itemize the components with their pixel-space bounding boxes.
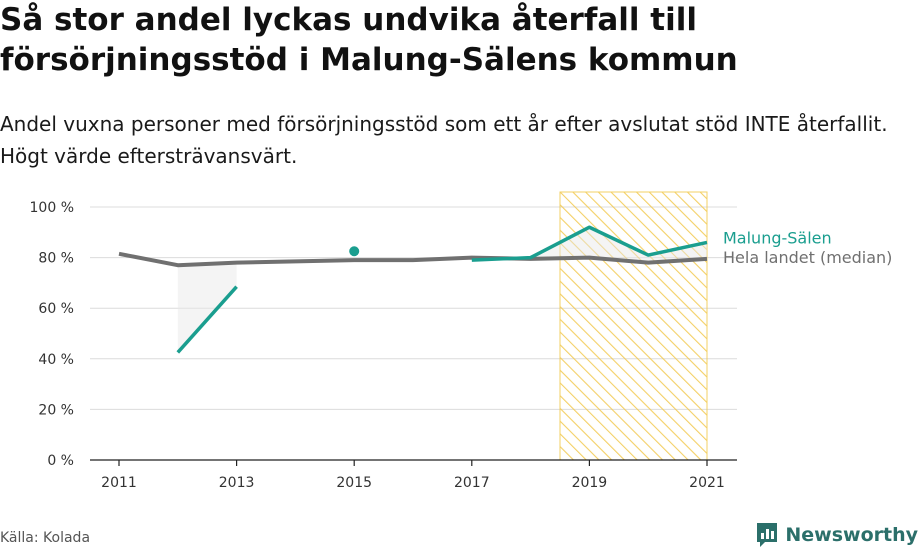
median-series-line	[118, 251, 708, 268]
series-lines	[118, 225, 708, 354]
line-chart: 0 % 20 % 40 % 60 % 80 % 100 % 2011 2013 2015 2017…	[30, 191, 892, 491]
y-tick-label: 40 %	[38, 352, 74, 368]
brand-logo: Newsworthy	[755, 520, 918, 550]
x-tick-label: 2021	[689, 475, 725, 491]
x-tick-label: 2017	[454, 475, 490, 491]
malung-series-line	[471, 225, 708, 262]
x-tick-label: 2013	[219, 475, 255, 491]
x-tick-label: 2011	[101, 475, 137, 491]
difference-area-segment	[648, 242, 707, 263]
x-tick-label: 2015	[336, 475, 372, 491]
highlight-rect	[559, 191, 708, 461]
y-tick-label: 60 %	[38, 301, 74, 317]
brand-name: Newsworthy	[785, 524, 918, 546]
malung-series-line	[176, 285, 238, 354]
difference-area-segment	[177, 262, 237, 353]
newsworthy-logo-icon	[757, 523, 778, 547]
y-tick-label: 20 %	[38, 402, 74, 418]
source-note: Källa: Kolada	[0, 530, 91, 546]
series-label-median: Hela landet (median)	[723, 248, 892, 267]
x-tick-label: 2019	[572, 475, 608, 491]
series-label-malung: Malung-Sälen	[723, 228, 832, 247]
y-tick-label: 80 %	[38, 251, 74, 267]
malung-series-point	[349, 246, 360, 257]
chart-title: Så stor andel lyckas undvika återfall ti…	[0, 2, 738, 78]
y-tick-label: 100 %	[30, 200, 74, 216]
chart-subtitle: Andel vuxna personer med försörjningsstö…	[0, 112, 888, 168]
highlight-period	[559, 191, 708, 461]
y-tick-label: 0 %	[47, 453, 74, 469]
axes: 0 % 20 % 40 % 60 % 80 % 100 % 2011 2013 2015 2017…	[30, 200, 737, 491]
